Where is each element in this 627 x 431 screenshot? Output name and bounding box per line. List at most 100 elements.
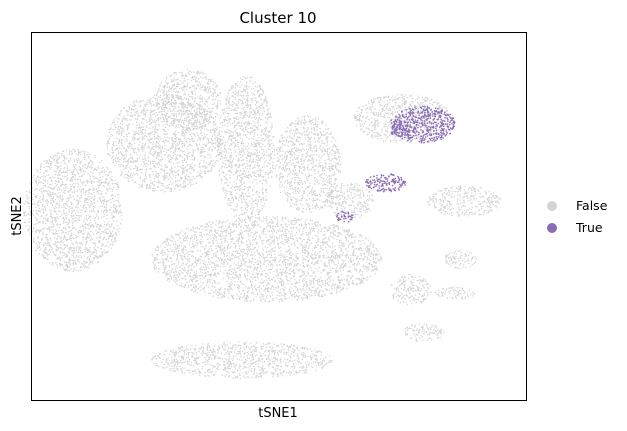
- point: [103, 185, 105, 188]
- point: [253, 116, 256, 119]
- point: [149, 187, 151, 189]
- point: [183, 134, 186, 136]
- point: [224, 147, 226, 149]
- point: [187, 126, 189, 129]
- point: [87, 232, 90, 235]
- point: [185, 86, 187, 88]
- point: [39, 166, 42, 168]
- point: [213, 127, 215, 130]
- point: [177, 86, 179, 88]
- point: [187, 72, 190, 74]
- point: [223, 120, 226, 123]
- point: [213, 134, 215, 136]
- point: [261, 198, 263, 200]
- point: [235, 105, 237, 107]
- point: [257, 109, 259, 112]
- point: [54, 217, 57, 219]
- point: [170, 151, 172, 153]
- point: [64, 236, 66, 239]
- point: [236, 185, 238, 187]
- point: [162, 170, 164, 172]
- point: [69, 246, 72, 248]
- point: [238, 166, 240, 169]
- point: [224, 108, 226, 110]
- point: [146, 103, 148, 105]
- point: [23, 213, 25, 215]
- point: [135, 112, 138, 115]
- point: [217, 160, 219, 162]
- point: [225, 189, 227, 191]
- point: [97, 218, 100, 220]
- point: [87, 190, 89, 192]
- point: [75, 164, 77, 166]
- point: [241, 107, 243, 110]
- point: [226, 96, 228, 99]
- point: [155, 97, 157, 99]
- point: [77, 236, 79, 238]
- point: [33, 240, 35, 242]
- point: [52, 230, 54, 232]
- point: [57, 159, 59, 161]
- point: [178, 142, 181, 144]
- point: [218, 134, 221, 136]
- point: [248, 204, 250, 207]
- point: [100, 179, 103, 181]
- point: [184, 153, 186, 156]
- point: [158, 180, 160, 182]
- point: [157, 134, 159, 136]
- point: [150, 141, 152, 144]
- point: [267, 162, 269, 164]
- point: [229, 163, 231, 165]
- point: [179, 176, 182, 178]
- point: [53, 225, 55, 227]
- point: [73, 191, 76, 194]
- point: [72, 195, 75, 198]
- point: [220, 178, 222, 180]
- point: [244, 201, 246, 203]
- point: [139, 186, 141, 189]
- point: [58, 177, 60, 180]
- point: [228, 145, 231, 147]
- point: [49, 251, 52, 253]
- point: [254, 125, 256, 127]
- point: [194, 112, 197, 114]
- point: [167, 89, 169, 91]
- point: [240, 156, 242, 159]
- point: [101, 170, 103, 172]
- point: [256, 202, 259, 204]
- point: [222, 111, 224, 114]
- point: [267, 142, 269, 144]
- point: [229, 118, 231, 121]
- point: [56, 264, 58, 266]
- point: [87, 165, 89, 167]
- point: [212, 122, 215, 124]
- point: [194, 87, 196, 89]
- point: [153, 133, 155, 136]
- point: [146, 187, 148, 189]
- point: [72, 148, 74, 151]
- point: [108, 138, 110, 140]
- point: [190, 104, 193, 107]
- point: [81, 181, 83, 184]
- point: [23, 211, 25, 213]
- point: [199, 140, 201, 142]
- point: [120, 127, 122, 129]
- point: [173, 108, 175, 110]
- point: [131, 114, 134, 117]
- point: [244, 101, 247, 104]
- point: [118, 128, 121, 131]
- point: [153, 190, 155, 192]
- point: [168, 90, 170, 93]
- point: [97, 240, 100, 242]
- point: [230, 192, 233, 194]
- point: [144, 106, 146, 108]
- point: [211, 135, 214, 137]
- point: [125, 165, 127, 167]
- point: [136, 118, 139, 121]
- point: [35, 196, 38, 199]
- point: [52, 251, 54, 253]
- point: [78, 231, 80, 234]
- point: [165, 114, 168, 117]
- point: [96, 237, 98, 239]
- point: [188, 140, 191, 142]
